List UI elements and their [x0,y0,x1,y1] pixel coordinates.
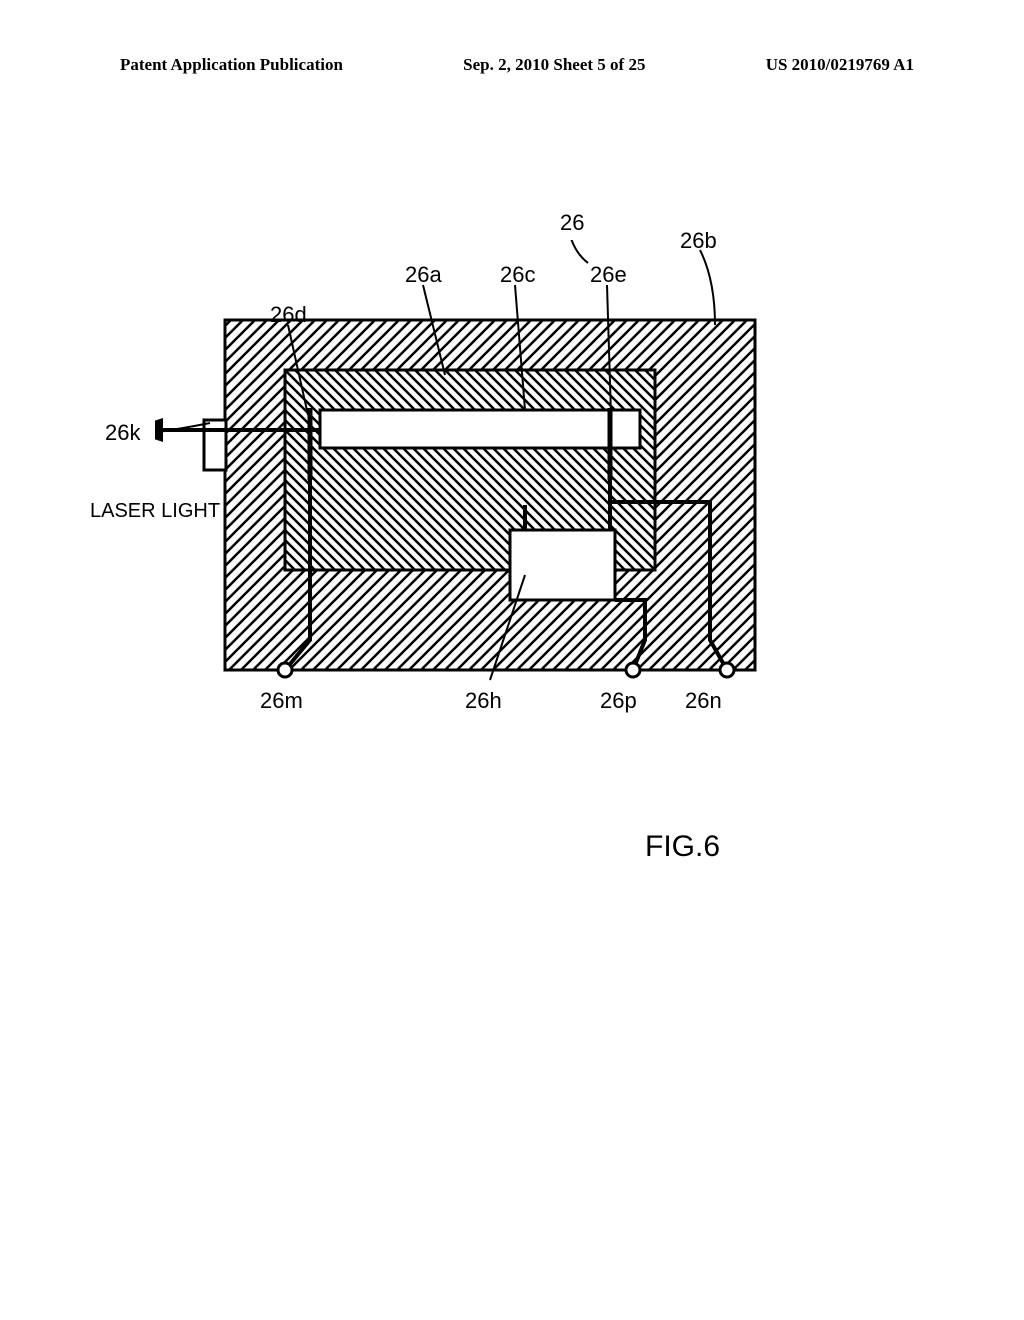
ref-26c: 26c [500,262,535,288]
ref-26b: 26b [680,228,717,254]
laser-cavity [320,410,640,448]
header-right: US 2010/0219769 A1 [766,55,914,75]
laser-light-label: LASER LIGHT [90,500,220,523]
diagram-svg [155,240,795,860]
ref-26n: 26n [685,688,722,714]
ref-26e: 26e [590,262,627,288]
component-h [510,530,615,600]
leader-26b [700,250,715,325]
terminal-n [720,663,734,677]
header-left: Patent Application Publication [120,55,343,75]
ref-26m: 26m [260,688,303,714]
window-k [204,420,226,470]
ref-26d: 26d [270,302,307,328]
ref-26k: 26k [105,420,140,446]
figure-6: 26 26a 26b 26c 26d 26e 26h 26k 26m 26n 2… [155,240,795,860]
ref-26p: 26p [600,688,637,714]
header-center: Sep. 2, 2010 Sheet 5 of 25 [463,55,645,75]
ref-26: 26 [560,210,584,236]
ref-26a: 26a [405,262,442,288]
leader-26 [570,240,588,263]
figure-label: FIG.6 [645,830,720,864]
terminal-p [626,663,640,677]
page-header: Patent Application Publication Sep. 2, 2… [0,55,1024,75]
ref-26h: 26h [465,688,502,714]
terminal-m [278,663,292,677]
